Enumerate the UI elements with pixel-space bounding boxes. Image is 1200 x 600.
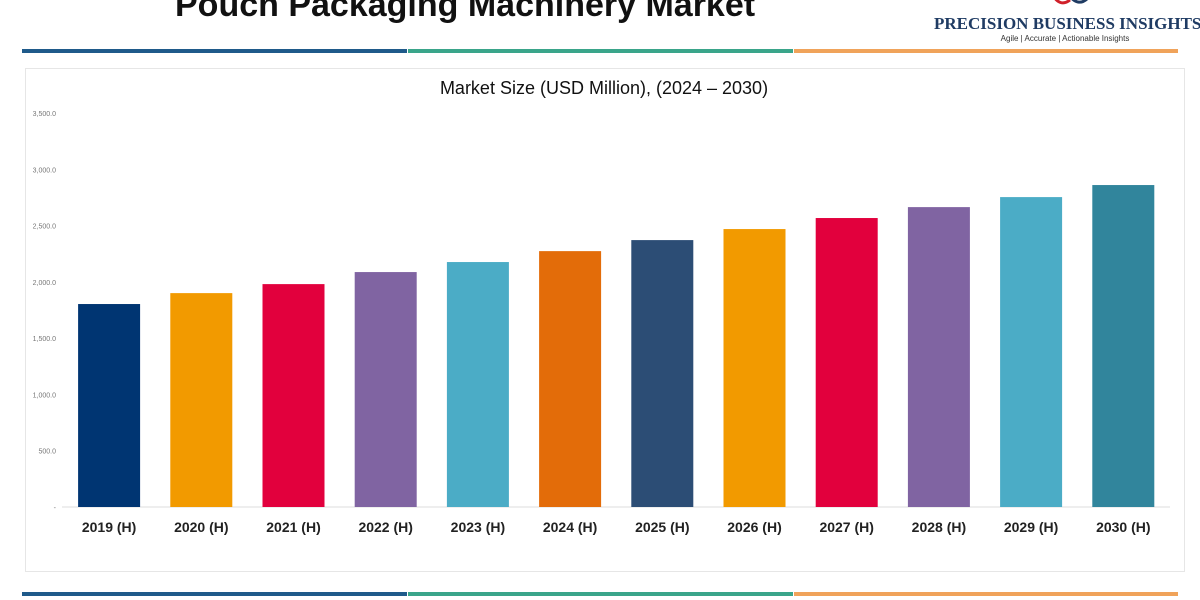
bar-2021 <box>262 284 325 507</box>
top-stripe-1 <box>22 49 407 53</box>
bar-2028 <box>907 207 970 507</box>
x-tick-label: 2029 (H) <box>1004 519 1058 535</box>
x-tick-label: 2028 (H) <box>912 519 966 535</box>
bar-2030 <box>1092 185 1155 507</box>
x-tick-label: 2027 (H) <box>819 519 873 535</box>
y-tick-label: 3,500.0 <box>33 111 56 118</box>
logo-name: PRECISION BUSINESS INSIGHTS <box>934 14 1200 33</box>
y-tick-label: 1,000.0 <box>33 392 56 399</box>
chart-title: Market Size (USD Million), (2024 – 2030) <box>439 78 769 98</box>
bar-2020 <box>170 293 233 507</box>
y-tick-label: - <box>54 505 57 512</box>
bar-2022 <box>354 272 417 507</box>
x-tick-label: 2022 (H) <box>358 519 412 535</box>
x-tick-label: 2019 (H) <box>82 519 136 535</box>
page-title: Pouch Packaging Machinery Market <box>175 0 756 24</box>
bar-2025 <box>631 240 694 507</box>
bar-2023 <box>446 262 509 507</box>
logo-tagline: Agile | Accurate | Actionable Insights <box>1000 34 1130 43</box>
bar-2027 <box>815 218 878 507</box>
bottom-stripe-1 <box>22 592 407 596</box>
y-tick-label: 1,500.0 <box>33 336 56 343</box>
chart-panel <box>25 68 1185 572</box>
bar-2026 <box>723 229 786 507</box>
x-tick-label: 2024 (H) <box>543 519 597 535</box>
bar-2029 <box>1000 197 1063 507</box>
y-tick-label: 500.0 <box>38 449 56 456</box>
x-tick-label: 2030 (H) <box>1096 519 1150 535</box>
logo-mark-icon <box>1054 0 1088 5</box>
x-tick-label: 2023 (H) <box>451 519 505 535</box>
bottom-stripe-3 <box>794 592 1178 596</box>
top-stripe-3 <box>794 49 1178 53</box>
y-tick-label: 2,500.0 <box>33 224 56 231</box>
y-tick-label: 2,000.0 <box>33 280 56 287</box>
x-tick-label: 2020 (H) <box>174 519 228 535</box>
x-tick-label: 2021 (H) <box>266 519 320 535</box>
x-tick-label: 2026 (H) <box>727 519 781 535</box>
bar-2024 <box>539 251 602 507</box>
y-tick-label: 3,000.0 <box>33 167 56 174</box>
bottom-stripe-2 <box>408 592 793 596</box>
x-tick-label: 2025 (H) <box>635 519 689 535</box>
bar-2019 <box>78 304 141 507</box>
top-stripe-2 <box>408 49 793 53</box>
